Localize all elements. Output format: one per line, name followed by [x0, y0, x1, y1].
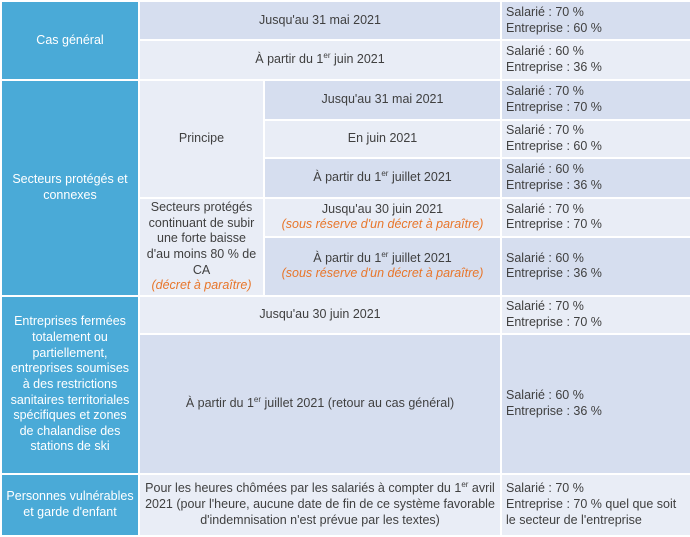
- period-cell: À partir du 1er juillet 2021 (sous réser…: [262, 235, 503, 297]
- salarie-rate: Salarié : 60 %: [506, 162, 584, 177]
- rate-cell: Salarié : 70 % Entreprise : 70 % quel qu…: [500, 472, 690, 537]
- entreprise-rate: Entreprise : 36 %: [506, 60, 602, 74]
- vulnerable-description: Pour les heures chômées par les salariés…: [137, 472, 503, 537]
- period-cell: Jusqu'au 31 mai 2021: [137, 0, 503, 41]
- rate-cell: Salarié : 60 % Entreprise : 36 %: [500, 39, 690, 81]
- salarie-rate: Salarié : 70 %: [506, 4, 584, 19]
- rate-cell: Salarié : 60 % Entreprise : 36 %: [500, 332, 690, 475]
- entreprise-rate: Entreprise : 70 % quel que soit le secte…: [506, 496, 677, 527]
- entreprise-rate: Entreprise : 70 %: [506, 314, 602, 329]
- row-header-closed: Entreprises fermées totalement ou partie…: [0, 294, 140, 475]
- period-cell: En juin 2021: [262, 119, 503, 159]
- salarie-rate: Salarié : 70 %: [506, 481, 584, 496]
- entreprise-rate: Entreprise : 60 %: [506, 20, 602, 35]
- sub-sector-note: (décret à paraître): [151, 278, 252, 293]
- entreprise-rate: Entreprise : 36 %: [506, 403, 602, 418]
- row-header-general: Cas général: [0, 0, 140, 81]
- salarie-rate: Salarié : 70 %: [506, 84, 584, 99]
- rate-cell: Salarié : 60 % Entreprise : 36 %: [500, 235, 690, 297]
- rate-cell: Salarié : 60 % Entreprise : 36 %: [500, 157, 690, 199]
- rate-cell: Salarié : 70 % Entreprise : 70 %: [500, 294, 690, 335]
- entreprise-rate: Entreprise : 70 %: [506, 100, 602, 114]
- decree-note: (sous réserve d'un décret à paraître): [281, 217, 484, 232]
- salarie-rate: Salarié : 70 %: [506, 123, 584, 138]
- rate-cell: Salarié : 70 % Entreprise : 60 %: [500, 119, 690, 159]
- salarie-rate: Salarié : 70 %: [506, 299, 584, 314]
- decree-note: (sous réserve d'un décret à paraître): [281, 266, 484, 281]
- entreprise-rate: Entreprise : 60 %: [506, 139, 602, 153]
- period-cell: Jusqu'au 30 juin 2021 (sous réserve d'un…: [262, 197, 503, 238]
- rate-cell: Salarié : 70 % Entreprise : 60 %: [500, 0, 690, 41]
- entreprise-rate: Entreprise : 36 %: [506, 178, 602, 192]
- period-cell: À partir du 1er juillet 2021: [262, 157, 503, 199]
- row-header-protected: Secteurs protégés et connexes: [0, 79, 140, 297]
- sub-sector-label: Secteurs protégés continuant de subir un…: [138, 197, 265, 297]
- salarie-rate: Salarié : 60 %: [506, 44, 584, 59]
- entreprise-rate: Entreprise : 70 %: [506, 217, 602, 232]
- row-header-vulnerable: Personnes vulnérables et garde d'enfant: [0, 472, 140, 537]
- entreprise-rate: Entreprise : 36 %: [506, 266, 602, 281]
- salarie-rate: Salarié : 60 %: [506, 250, 584, 265]
- rate-cell: Salarié : 70 % Entreprise : 70 %: [500, 197, 690, 238]
- rate-cell: Salarié : 70 % Entreprise : 70 %: [500, 79, 690, 121]
- period-cell: À partir du 1er juillet 2021 (retour au …: [137, 332, 503, 475]
- principe-label: Principe: [138, 79, 265, 199]
- period-cell: À partir du 1er juin 2021: [137, 39, 503, 81]
- salarie-rate: Salarié : 70 %: [506, 201, 584, 216]
- period-cell: Jusqu'au 31 mai 2021: [262, 79, 503, 121]
- salarie-rate: Salarié : 60 %: [506, 388, 584, 403]
- period-cell: Jusqu'au 30 juin 2021: [137, 294, 503, 335]
